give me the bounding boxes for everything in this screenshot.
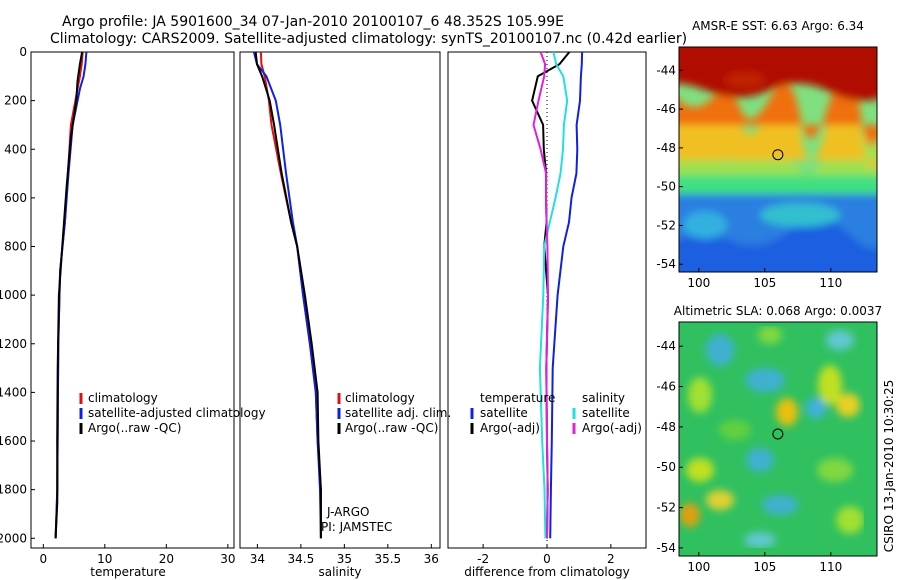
temperature-legend-label: Argo(..raw -QC): [88, 421, 181, 435]
temperature-legend-label: satellite-adjusted climatology: [88, 406, 266, 420]
difference-legend-heading: temperature: [480, 391, 555, 405]
temperature-axes-frame: [30, 51, 235, 549]
salinity-series: [252, 51, 322, 539]
temperature-panel: 0 200 400 600 800 1000 1200 1400 1600 1800 2000 0 1…: [0, 45, 266, 579]
depth-tick-label: 1400: [0, 385, 27, 399]
sst-map-ytick-label: -48: [656, 141, 676, 155]
salinity-legend-label: climatology: [345, 391, 415, 405]
depth-axis: 0 200 400 600 800 1000 1200 1400 1600 1800 2000: [0, 45, 35, 545]
difference-legend-label: Argo(-adj): [480, 421, 540, 435]
salinity-legend-label: Argo(..raw -QC): [345, 421, 438, 435]
temperature-xtick-label: 30: [220, 552, 235, 566]
salinity-series-line: [259, 51, 322, 539]
difference-legend-label: satellite: [582, 406, 630, 420]
salinity-xlabel: salinity: [318, 565, 361, 579]
difference-legend-label: satellite: [480, 406, 528, 420]
temperature-xtick-label: 10: [97, 552, 112, 566]
depth-tick-label: 0: [19, 45, 27, 59]
sla-field: [679, 322, 877, 556]
salinity-x-axis: 34 34.5 35 35.5 36: [250, 544, 439, 566]
sst-argo-location-marker: [772, 149, 784, 161]
difference-xtick-label: -2: [477, 552, 489, 566]
difference-series-line: [549, 51, 584, 539]
difference-series-line: [538, 51, 569, 539]
salinity-annotation-program: J-ARGO: [326, 505, 369, 519]
difference-x-axis: -2 0 2: [477, 544, 615, 566]
temperature-xlabel: temperature: [90, 565, 165, 579]
figure-title-line2: Climatology: CARS2009. Satellite-adjuste…: [50, 31, 687, 47]
salinity-series-line: [252, 51, 322, 539]
sla-argo-location-marker: [772, 428, 784, 440]
sla-map-xtick-label: 100: [687, 560, 710, 574]
difference-legend-heading: salinity: [582, 391, 625, 405]
temperature-legend-label: climatology: [88, 391, 158, 405]
sst-map-title: AMSR-E SST: 6.63 Argo: 6.34: [692, 19, 864, 33]
depth-tick-label: 1600: [0, 434, 27, 448]
salinity-panel: 34 34.5 35 35.5 36 salinity climatologysatel…: [239, 51, 451, 579]
salinity-annotation-pi: PI: JAMSTEC: [321, 520, 392, 534]
temperature-series: [54, 51, 88, 539]
difference-series: [531, 51, 584, 539]
temperature-xtick-label: 0: [39, 552, 47, 566]
difference-legend: temperaturesatelliteArgo(-adj)salinitysa…: [470, 391, 642, 435]
depth-tick-label: 1000: [0, 288, 27, 302]
depth-tick-label: 1800: [0, 483, 27, 497]
temperature-x-axis: 0 10 20 30: [39, 544, 235, 566]
salinity-xtick-label: 35.5: [374, 552, 401, 566]
depth-tick-label: 600: [4, 191, 27, 205]
salinity-xtick-label: 36: [424, 552, 439, 566]
depth-tick-label: 800: [4, 240, 27, 254]
sla-map-ytick-label: -44: [656, 339, 676, 353]
sst-map-ytick-label: -54: [656, 257, 676, 271]
sla-map-ytick-label: -48: [656, 420, 676, 434]
difference-xtick-label: 2: [607, 552, 615, 566]
sla-map-ytick-label: -50: [656, 460, 676, 474]
depth-tick-label: 2000: [0, 531, 27, 545]
sla-map-axes: 100 105 110 -44 -46 -48 -50 -52 -54: [656, 339, 842, 574]
sla-map-ytick-label: -54: [656, 541, 676, 555]
salinity-xtick-label: 34.5: [288, 552, 315, 566]
sla-map-xtick-label: 105: [753, 560, 776, 574]
sla-map-ytick-label: -52: [656, 501, 676, 515]
sst-map-xtick-label: 100: [687, 276, 710, 290]
sst-map-ytick-label: -52: [656, 218, 676, 232]
salinity-series-line: [254, 51, 322, 539]
sst-map-panel: AMSR-E SST: 6.63 Argo: 6.34 100 105 110 -44…: [656, 19, 878, 290]
depth-tick-label: 200: [4, 94, 27, 108]
difference-series-line: [532, 51, 550, 539]
sla-map-panel: Altimetric SLA: 0.068 Argo: 0.0037: [656, 304, 882, 574]
sst-map-axes: 100 105 110 -44 -46 -48 -50 -52 -54: [656, 63, 842, 290]
difference-legend-label: Argo(-adj): [582, 421, 642, 435]
sla-map-ytick-label: -46: [656, 380, 676, 394]
sst-map-xtick-label: 105: [753, 276, 776, 290]
temperature-series-line: [54, 51, 84, 539]
salinity-legend-label: satellite adj. clim.: [345, 406, 451, 420]
sst-map-ytick-label: -50: [656, 180, 676, 194]
difference-xtick-label: 0: [543, 552, 551, 566]
difference-xlabel: difference from climatology: [464, 565, 630, 579]
sst-map-ytick-label: -46: [656, 102, 676, 116]
salinity-axes-frame: [239, 51, 441, 549]
sst-map-frame: [678, 46, 878, 273]
sla-map-xtick-label: 110: [819, 560, 842, 574]
sst-map-ytick-label: -44: [656, 63, 676, 77]
figure-title-line1: Argo profile: JA 5901600_34 07-Jan-2010 …: [62, 14, 564, 30]
sla-map-title: Altimetric SLA: 0.068 Argo: 0.0037: [674, 304, 882, 318]
depth-tick-label: 400: [4, 142, 27, 156]
depth-tick-label: 1200: [0, 337, 27, 351]
sst-field: [679, 47, 877, 272]
sla-map-frame: [678, 321, 878, 557]
sst-map-xtick-label: 110: [819, 276, 842, 290]
side-timestamp-label: CSIRO 13-Jan-2010 10:30:25: [882, 380, 896, 552]
salinity-xtick-label: 34: [250, 552, 265, 566]
difference-panel: -2 0 2 difference from climatology tempera…: [447, 51, 647, 579]
temperature-xtick-label: 20: [159, 552, 174, 566]
salinity-xtick-label: 35: [337, 552, 352, 566]
